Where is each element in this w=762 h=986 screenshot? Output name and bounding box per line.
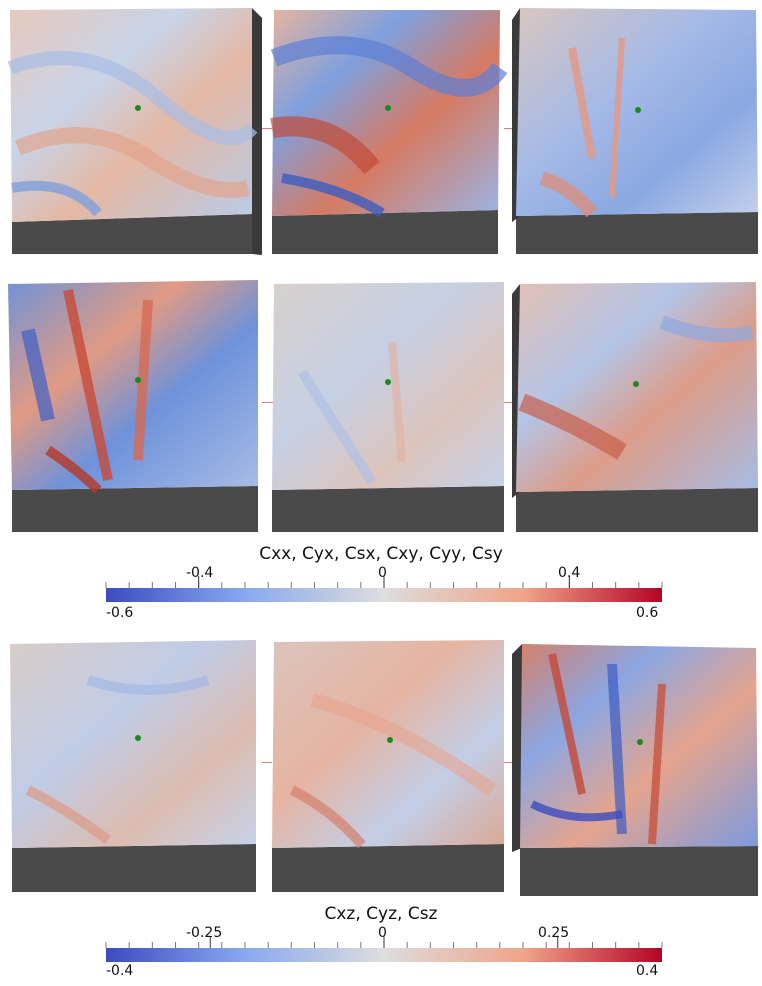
marker-dot: [135, 735, 141, 741]
terrain-surface: [8, 280, 258, 490]
terrain-surface: [520, 644, 758, 848]
panel-1-1-render: [7, 8, 262, 255]
connector-3-2: [504, 762, 514, 763]
marker-dot: [637, 739, 643, 745]
connector-3-1: [262, 762, 272, 763]
box-side-face: [516, 488, 758, 532]
colorbar-2-tick-label: 0.25: [538, 925, 570, 941]
panel-2-1: [8, 280, 264, 532]
panel-3-2-render: [272, 640, 504, 892]
colorbar-2-title: Cxz, Cyz, Csz: [324, 904, 438, 924]
panel-2-3-render: [512, 282, 758, 532]
connector-2-2: [504, 402, 514, 403]
box-side-face: [12, 214, 252, 254]
panel-1-1: [7, 8, 262, 255]
box-side-face: [12, 844, 256, 892]
box-side-face: [272, 844, 504, 892]
colorbar-2-tick-label: 0: [378, 925, 387, 941]
panel-3-3-render: [512, 644, 758, 896]
panel-1-2-render: [270, 10, 508, 254]
colorbar-1-title: Cxx, Cyx, Csx, Cxy, Cyy, Csy: [259, 544, 503, 564]
panel-2-2-render: [272, 282, 504, 532]
terrain-surface: [10, 640, 256, 848]
terrain-surface: [272, 640, 504, 848]
panel-1-3-render: [512, 8, 758, 254]
colorbar-1-min-label: -0.6: [106, 605, 134, 621]
colorbar-2-svg: [105, 936, 663, 962]
marker-dot: [635, 107, 641, 113]
terrain-surface: [272, 10, 500, 216]
panel-3-1: [8, 640, 262, 892]
panel-3-3: [512, 644, 758, 896]
colorbar-2-max-label: 0.4: [636, 963, 659, 979]
box-side-face: [12, 486, 258, 532]
colorbar-2-min-label: -0.4: [106, 963, 134, 979]
panel-2-2: [272, 282, 506, 532]
colorbar-1: [105, 568, 664, 604]
box-left-face: [512, 644, 522, 852]
box-side-face: [520, 846, 758, 896]
colorbar-2-minor-ticks: [105, 936, 663, 948]
panel-1-2: [270, 8, 508, 255]
colorbar-1-tick-label: 0.4: [558, 565, 581, 581]
colorbar-2-tick-label: -0.25: [186, 925, 223, 941]
box-right-face: [252, 8, 262, 255]
connector-1-1: [262, 128, 272, 129]
terrain-surface: [516, 282, 758, 492]
box-side-face: [516, 212, 758, 254]
connector-2-1: [262, 402, 274, 403]
panel-3-1-render: [10, 640, 256, 892]
connector-1-2: [504, 128, 514, 129]
box-side-face: [272, 486, 504, 532]
marker-dot: [385, 105, 391, 111]
colorbar-1-svg: [105, 576, 663, 602]
marker-dot: [633, 381, 639, 387]
colorbar-2-gradient: [106, 948, 662, 962]
panel-2-1-render: [8, 280, 258, 532]
marker-dot: [135, 105, 141, 111]
marker-dot: [385, 379, 391, 385]
colorbar-2: [105, 928, 664, 964]
colorbar-1-tick-label: -0.4: [186, 565, 214, 581]
panel-2-3: [512, 282, 758, 532]
terrain-surface: [272, 282, 504, 490]
colorbar-1-gradient: [106, 588, 662, 602]
panel-3-2: [272, 640, 506, 892]
marker-dot: [135, 377, 141, 383]
panel-1-3: [512, 8, 758, 255]
box-side-face: [272, 210, 498, 254]
colorbar-1-max-label: 0.6: [636, 605, 659, 621]
colorbar-1-tick-label: 0: [378, 565, 387, 581]
marker-dot: [387, 737, 393, 743]
colorbar-1-minor-ticks: [105, 576, 663, 588]
